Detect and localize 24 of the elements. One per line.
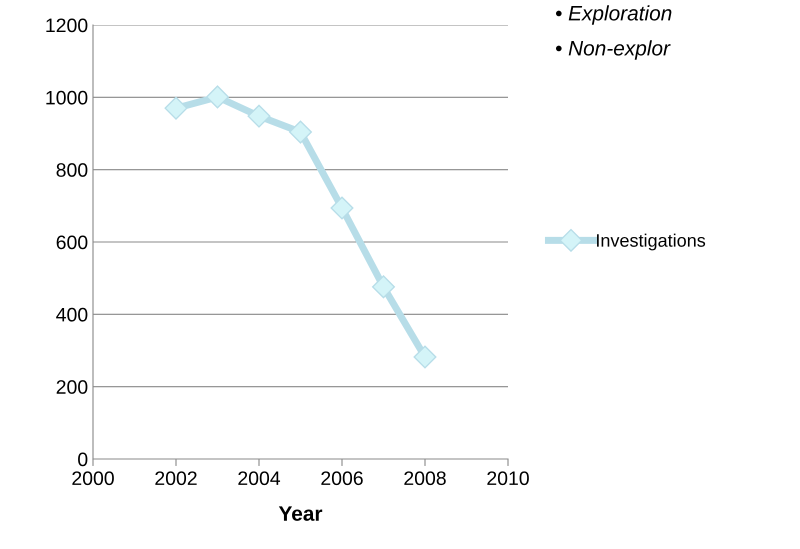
x-tick-label: 2002: [155, 471, 197, 486]
y-tick-label: 0: [78, 452, 88, 466]
text: • Non-explor: [556, 40, 671, 60]
y-tick-label: 1200: [46, 18, 88, 32]
y-tick-label: 600: [56, 235, 88, 250]
x-tick-label: 2010: [487, 471, 529, 486]
x-tick-label: 2006: [321, 471, 363, 486]
x-axis-title: Year: [278, 506, 322, 521]
legend-label: Investigations: [597, 234, 706, 250]
point: [372, 275, 395, 298]
x-tick-label: 2008: [404, 471, 446, 486]
point: [414, 346, 436, 369]
y-tick-label: 800: [56, 163, 88, 177]
point: [248, 104, 270, 128]
point: [206, 85, 229, 108]
x-tick-label: 2000: [72, 471, 114, 486]
y-tick-label: 1000: [46, 90, 88, 105]
point: [330, 196, 354, 220]
point: [289, 120, 312, 144]
x-tick-label: 2004: [238, 471, 280, 486]
y-tick-label: 400: [56, 308, 88, 322]
point: [164, 96, 188, 120]
text: • Exploration: [556, 5, 672, 25]
y-tick-label: 200: [56, 380, 88, 394]
